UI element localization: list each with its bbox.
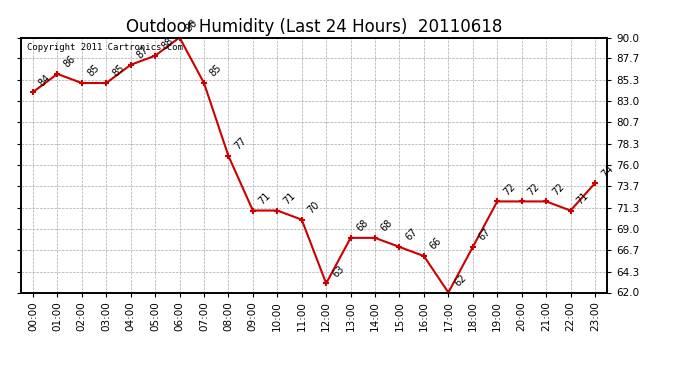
Text: 85: 85 <box>208 63 224 79</box>
Text: 71: 71 <box>575 190 591 206</box>
Text: 86: 86 <box>61 54 77 70</box>
Text: 72: 72 <box>526 182 542 197</box>
Text: 88: 88 <box>159 36 175 51</box>
Text: 68: 68 <box>380 218 395 234</box>
Text: 90: 90 <box>184 18 199 33</box>
Text: 68: 68 <box>355 218 371 234</box>
Text: Copyright 2011 Cartronics.com: Copyright 2011 Cartronics.com <box>26 43 182 52</box>
Text: 87: 87 <box>135 45 150 61</box>
Text: 71: 71 <box>282 190 297 206</box>
Text: 72: 72 <box>550 182 566 197</box>
Text: 62: 62 <box>453 273 469 288</box>
Text: 77: 77 <box>233 136 248 152</box>
Text: 67: 67 <box>477 227 493 243</box>
Text: 67: 67 <box>404 227 420 243</box>
Text: 85: 85 <box>86 63 102 79</box>
Text: 74: 74 <box>599 163 615 179</box>
Text: 84: 84 <box>37 72 53 88</box>
Text: 70: 70 <box>306 200 322 216</box>
Text: 71: 71 <box>257 190 273 206</box>
Text: 72: 72 <box>502 182 518 197</box>
Text: 85: 85 <box>110 63 126 79</box>
Text: 66: 66 <box>428 236 444 252</box>
Text: 63: 63 <box>331 264 346 279</box>
Title: Outdoor Humidity (Last 24 Hours)  20110618: Outdoor Humidity (Last 24 Hours) 2011061… <box>126 18 502 36</box>
